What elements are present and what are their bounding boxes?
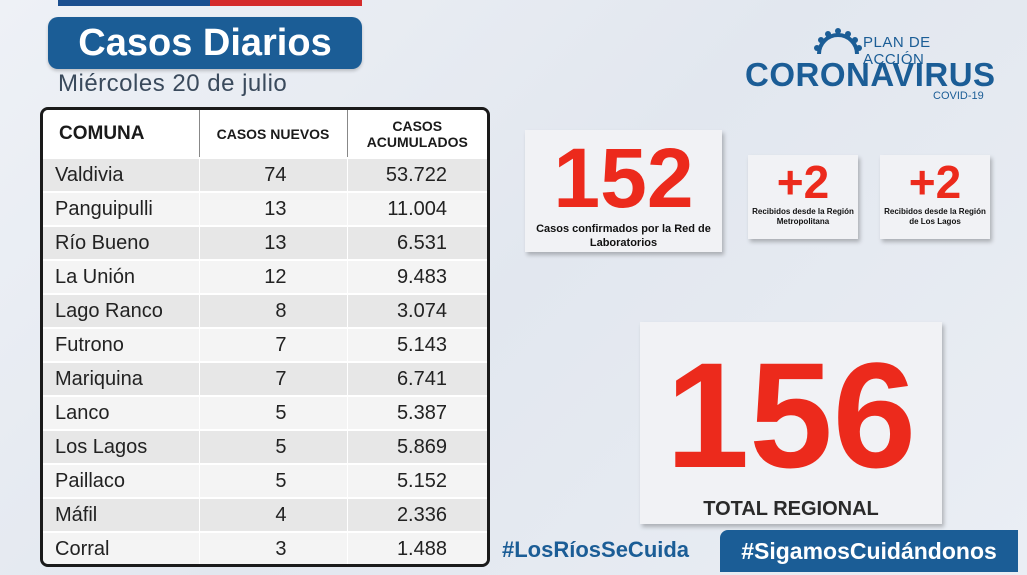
row-comuna: Mariquina — [43, 361, 199, 396]
row-comuna: Río Bueno — [43, 225, 199, 260]
col-comuna: COMUNA — [43, 110, 199, 158]
row-comuna: Los Lagos — [43, 429, 199, 464]
row-comuna: Máfil — [43, 497, 199, 532]
table-row: Máfil 4 2.336 — [43, 497, 487, 532]
table-row: Mariquina 7 6.741 — [43, 361, 487, 396]
coronavirus-logo: PLAN DE ACCIÓN CORONAVIRUS COVID-19 — [745, 28, 995, 104]
row-nuevos: 4 — [198, 497, 347, 532]
lagos-label: Recibidos desde la Región de Los Lagos — [884, 207, 986, 227]
total-label: TOTAL REGIONAL — [703, 498, 879, 520]
row-acumulados: 6.741 — [346, 361, 487, 396]
confirmed-card: 152 Casos confirmados por la Red de Labo… — [525, 130, 722, 252]
accent-blue — [58, 0, 210, 6]
row-acumulados: 3.074 — [346, 293, 487, 328]
confirmed-value: 152 — [553, 131, 694, 225]
row-nuevos: 7 — [198, 361, 347, 396]
row-comuna: Valdivia — [43, 157, 199, 192]
table-row: Lago Ranco 8 3.074 — [43, 293, 487, 328]
row-acumulados: 6.531 — [346, 225, 487, 260]
row-comuna: La Unión — [43, 259, 199, 294]
hashtag-losrios: #LosRíosSeCuida — [502, 537, 690, 562]
table-row: Lanco 5 5.387 — [43, 395, 487, 430]
lagos-value: +2 — [908, 156, 962, 208]
row-nuevos: 5 — [198, 463, 347, 498]
table-row: Futrono 7 5.143 — [43, 327, 487, 362]
table-row: Panguipulli 13 11.004 — [43, 191, 487, 226]
top-accent-bar — [58, 0, 362, 6]
lagos-card: +2 Recibidos desde la Región de Los Lago… — [880, 155, 990, 239]
row-comuna: Lago Ranco — [43, 293, 199, 328]
table-header-row: COMUNA CASOS NUEVOS CASOS ACUMULADOS — [43, 110, 487, 158]
row-acumulados: 11.004 — [346, 191, 487, 226]
total-value: 156 — [665, 331, 917, 499]
metro-value: +2 — [776, 156, 830, 208]
row-acumulados: 5.869 — [346, 429, 487, 464]
row-acumulados: 53.722 — [346, 157, 487, 192]
metro-card: +2 Recibidos desde la Región Metropolita… — [748, 155, 858, 239]
row-comuna: Panguipulli — [43, 191, 199, 226]
col-nuevos: CASOS NUEVOS — [198, 110, 347, 158]
row-comuna: Lanco — [43, 395, 199, 430]
row-comuna: Paillaco — [43, 463, 199, 498]
report-date: Miércoles 20 de julio — [58, 70, 288, 97]
row-nuevos: 5 — [198, 429, 347, 464]
row-acumulados: 5.387 — [346, 395, 487, 430]
confirmed-label: Casos confirmados por la Red de Laborato… — [536, 223, 711, 250]
table-row: Paillaco 5 5.152 — [43, 463, 487, 498]
row-comuna: Corral — [43, 531, 199, 564]
row-acumulados: 2.336 — [346, 497, 487, 532]
logo-plan-text: PLAN DE ACCIÓN — [863, 34, 931, 68]
table-row: Río Bueno 13 6.531 — [43, 225, 487, 260]
row-nuevos: 13 — [198, 225, 347, 260]
page-title: Casos Diarios — [48, 17, 362, 69]
hashtag-sigamos: #SigamosCuidándonos — [720, 530, 1018, 572]
table-row: Valdivia 74 53.722 — [43, 157, 487, 192]
row-nuevos: 5 — [198, 395, 347, 430]
row-nuevos: 7 — [198, 327, 347, 362]
row-nuevos: 13 — [198, 191, 347, 226]
col-acumulados: CASOS ACUMULADOS — [346, 110, 487, 158]
row-comuna: Futrono — [43, 327, 199, 362]
virus-icon — [814, 28, 862, 55]
logo-name: CORONAVIRUS — [745, 56, 996, 93]
total-card: 156 TOTAL REGIONAL — [640, 322, 942, 524]
logo-sub: COVID-19 — [933, 90, 984, 102]
row-acumulados: 5.152 — [346, 463, 487, 498]
row-nuevos: 8 — [198, 293, 347, 328]
row-acumulados: 1.488 — [346, 531, 487, 564]
row-acumulados: 9.483 — [346, 259, 487, 294]
cases-table: COMUNA CASOS NUEVOS CASOS ACUMULADOS Val… — [40, 107, 490, 567]
row-nuevos: 74 — [198, 157, 347, 192]
table-row: Corral 3 1.488 — [43, 531, 487, 564]
row-nuevos: 12 — [198, 259, 347, 294]
table-row: Los Lagos 5 5.869 — [43, 429, 487, 464]
metro-label: Recibidos desde la Región Metropolitana — [752, 207, 854, 227]
table-row: La Unión 12 9.483 — [43, 259, 487, 294]
accent-red — [210, 0, 362, 6]
row-nuevos: 3 — [198, 531, 347, 564]
row-acumulados: 5.143 — [346, 327, 487, 362]
